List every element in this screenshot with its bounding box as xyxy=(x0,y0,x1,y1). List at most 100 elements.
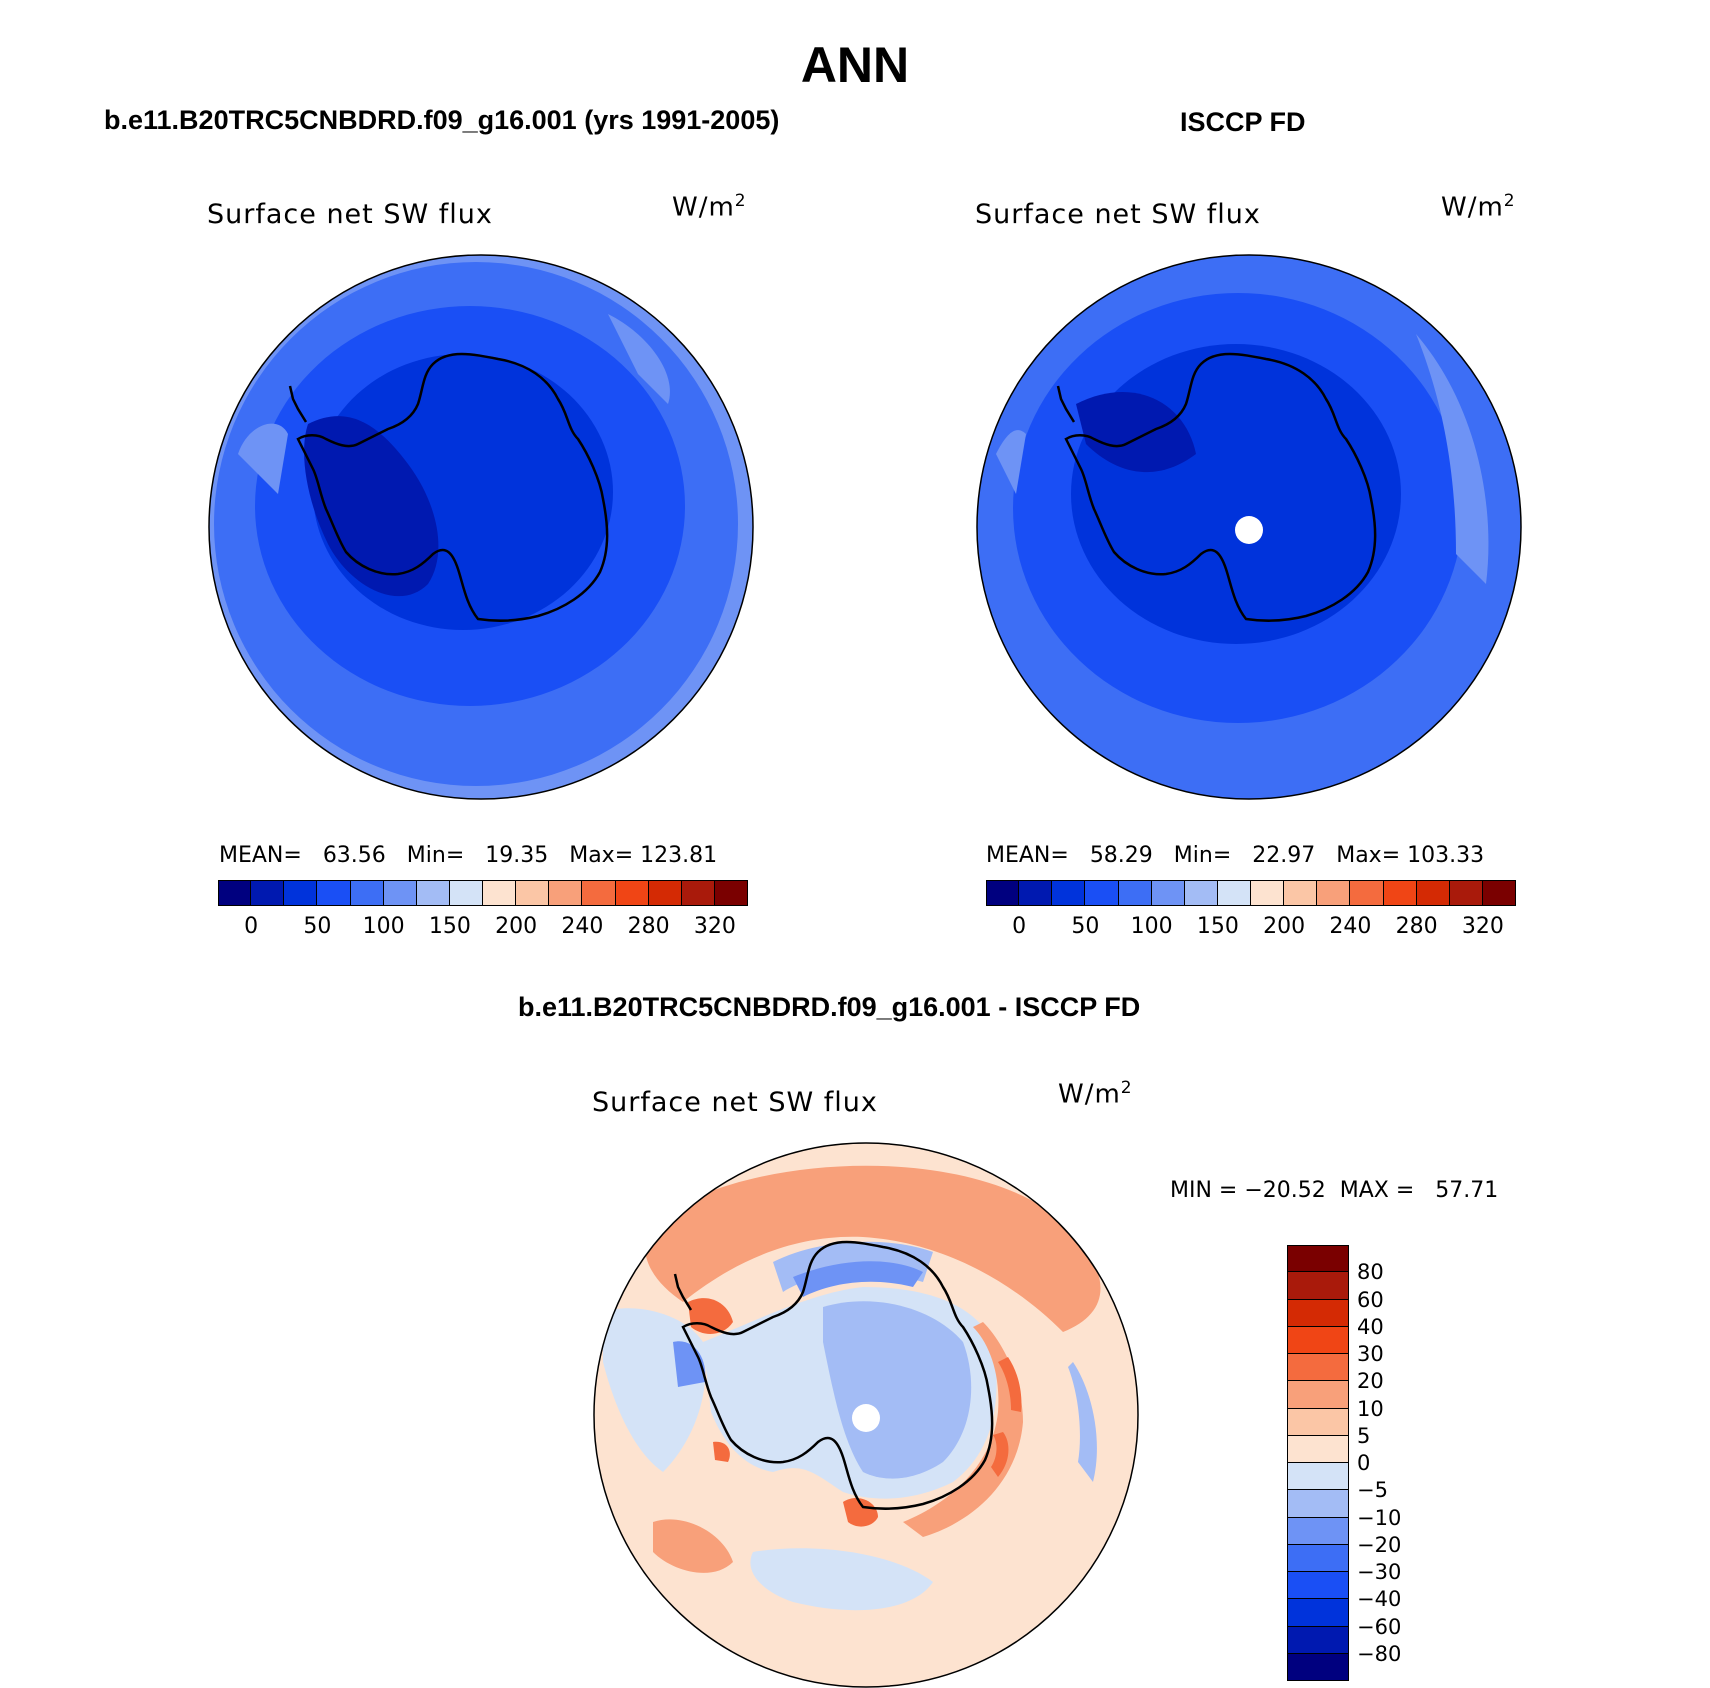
figure-title: ANN xyxy=(800,37,910,93)
colorbar-swatch xyxy=(615,880,649,906)
colorbar-swatch xyxy=(1449,880,1483,906)
colorbar-tick-label: 50 xyxy=(303,914,332,939)
colorbar-swatch xyxy=(1317,880,1351,906)
colorbar-tick-label: 280 xyxy=(627,914,670,939)
colorbar-tick-label: −80 xyxy=(1357,1641,1402,1666)
colorbar-tick-label: −60 xyxy=(1357,1614,1402,1639)
colorbar-tick-label: 0 xyxy=(244,914,259,939)
panel-1-title: b.e11.B20TRC5CNBDRD.f09_g16.001 (yrs 199… xyxy=(104,105,780,135)
colorbar-tick-label: 320 xyxy=(693,914,736,939)
colorbar-swatch xyxy=(251,880,285,906)
colorbar-swatch xyxy=(1287,1463,1349,1491)
colorbar-swatch xyxy=(383,880,417,906)
colorbar-swatch xyxy=(1287,1572,1349,1600)
colorbar-tick-label: 40 xyxy=(1357,1314,1384,1339)
colorbar-swatch xyxy=(1350,880,1384,906)
colorbar-swatch xyxy=(483,880,517,906)
colorbar-tick-label: −40 xyxy=(1357,1587,1402,1612)
colorbar-swatch xyxy=(1052,880,1086,906)
colorbar-tick-label: −5 xyxy=(1357,1478,1388,1503)
colorbar-tick-label: 60 xyxy=(1357,1287,1384,1312)
colorbar-swatch xyxy=(549,880,583,906)
colorbar-swatch xyxy=(1287,1245,1349,1273)
colorbar-swatch xyxy=(1184,880,1218,906)
colorbar-swatch xyxy=(1287,1517,1349,1545)
colorbar-swatch xyxy=(986,880,1020,906)
colorbar-swatch xyxy=(1287,1381,1349,1409)
panel-2-variable: Surface net SW flux xyxy=(975,199,1261,230)
colorbar-swatch xyxy=(1287,1354,1349,1382)
colorbar-swatch xyxy=(1287,1490,1349,1518)
colorbar-swatch xyxy=(1217,880,1251,906)
panel-1-units: W/m2 xyxy=(672,191,747,223)
panel-1-map xyxy=(208,254,754,800)
colorbar-swatch xyxy=(1287,1326,1349,1354)
panel-3-title: b.e11.B20TRC5CNBDRD.f09_g16.001 - ISCCP … xyxy=(518,992,1141,1022)
colorbar-swatch xyxy=(648,880,682,906)
colorbar-swatch xyxy=(1287,1435,1349,1463)
colorbar-tick-label: 20 xyxy=(1357,1369,1384,1394)
panel-1-coastline xyxy=(296,352,609,622)
colorbar-swatch xyxy=(681,880,715,906)
colorbar-tick-label: 240 xyxy=(561,914,604,939)
colorbar-swatch xyxy=(1287,1626,1349,1654)
panel-1-stats: MEAN= 63.56 Min= 19.35 Max= 123.81 xyxy=(219,843,718,868)
colorbar-swatch xyxy=(1287,1272,1349,1300)
colorbar-swatch xyxy=(1085,880,1119,906)
colorbar-tick-label: −20 xyxy=(1357,1532,1402,1557)
colorbar-swatch xyxy=(1482,880,1516,906)
colorbar-tick-label: 100 xyxy=(1130,914,1173,939)
panel-3-minmax: MIN = −20.52 MAX = 57.71 xyxy=(1170,1178,1499,1203)
colorbar-swatch xyxy=(516,880,550,906)
panel-3-colorbar: 80 60 40 30 20 10 5 0 −5 −10 −20 −30 −40 −60 −80 xyxy=(1287,1245,1401,1681)
panel-2-stats: MEAN= 58.29 Min= 22.97 Max= 103.33 xyxy=(986,843,1485,868)
panel-2-map xyxy=(976,254,1522,800)
colorbar-tick-label: 200 xyxy=(1263,914,1306,939)
colorbar-tick-label: 30 xyxy=(1357,1342,1384,1366)
colorbar-swatch xyxy=(1118,880,1152,906)
colorbar-swatch xyxy=(1287,1544,1349,1572)
colorbar-swatch xyxy=(284,880,318,906)
colorbar-swatch xyxy=(449,880,483,906)
colorbar-swatch xyxy=(1287,1408,1349,1436)
colorbar-swatch xyxy=(218,880,252,906)
colorbar-swatch xyxy=(317,880,351,906)
panel-2-colorbar: 0 50 100 150 200 240 280 320 xyxy=(986,880,1516,939)
colorbar-swatch xyxy=(714,880,748,906)
panel-3-units: W/m2 xyxy=(1058,1078,1133,1110)
panel-3-map xyxy=(593,1142,1139,1688)
colorbar-tick-label: 320 xyxy=(1461,914,1504,939)
colorbar-tick-label: 150 xyxy=(428,914,471,939)
colorbar-swatch xyxy=(1284,880,1318,906)
panel-3-variable: Surface net SW flux xyxy=(592,1087,878,1118)
colorbar-swatch xyxy=(1287,1599,1349,1627)
colorbar-swatch xyxy=(582,880,616,906)
colorbar-tick-label: 80 xyxy=(1357,1260,1384,1285)
colorbar-tick-label: −30 xyxy=(1357,1560,1402,1584)
panel-1-colorbar: 0 50 100 150 200 240 280 320 xyxy=(218,880,748,939)
colorbar-tick-label: 5 xyxy=(1357,1423,1371,1448)
colorbar-tick-label: 0 xyxy=(1012,914,1027,939)
colorbar-tick-label: 240 xyxy=(1329,914,1372,939)
colorbar-swatch xyxy=(1287,1299,1349,1327)
panel-3-pole-hole xyxy=(852,1404,880,1432)
panel-2-units: W/m2 xyxy=(1441,191,1516,223)
colorbar-tick-label: −10 xyxy=(1357,1505,1402,1530)
colorbar-tick-label: 200 xyxy=(495,914,538,939)
panel-2-title: ISCCP FD xyxy=(1180,107,1306,137)
colorbar-tick-label: 0 xyxy=(1357,1451,1371,1475)
colorbar-tick-label: 100 xyxy=(362,914,405,939)
colorbar-swatch xyxy=(1251,880,1285,906)
panel-1-variable: Surface net SW flux xyxy=(207,199,493,230)
colorbar-swatch xyxy=(1383,880,1417,906)
panel-3-coastline xyxy=(681,1240,994,1510)
colorbar-swatch xyxy=(350,880,384,906)
colorbar-tick-label: 150 xyxy=(1196,914,1239,939)
panel-2-coastline xyxy=(1064,352,1377,622)
colorbar-tick-label: 10 xyxy=(1357,1396,1384,1421)
colorbar-swatch xyxy=(1151,880,1185,906)
colorbar-swatch xyxy=(1416,880,1450,906)
colorbar-swatch xyxy=(416,880,450,906)
colorbar-swatch xyxy=(1019,880,1053,906)
colorbar-tick-label: 50 xyxy=(1071,914,1100,939)
